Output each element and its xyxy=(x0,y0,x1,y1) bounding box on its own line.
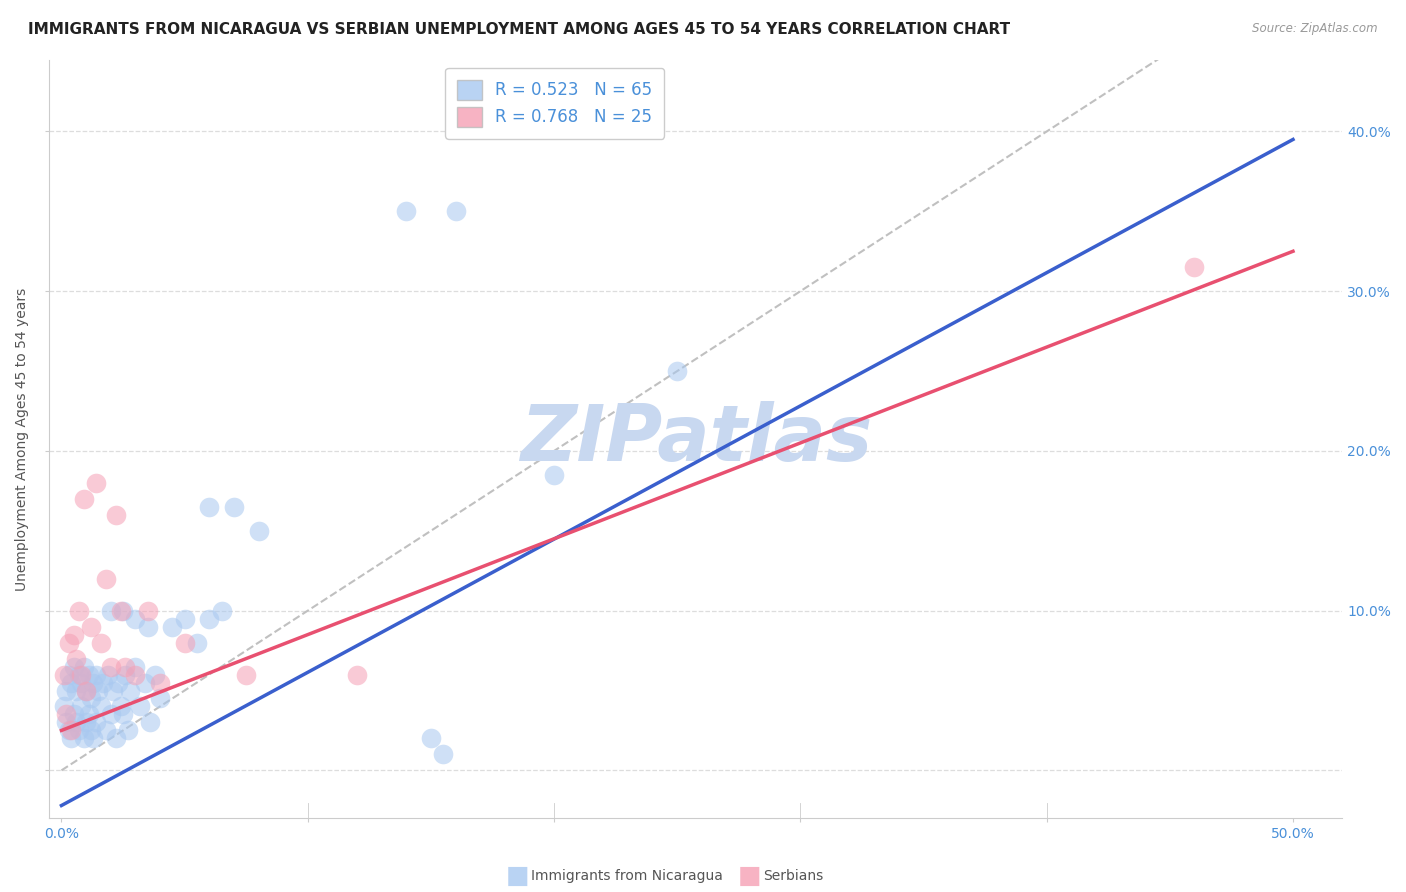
Text: ■: ■ xyxy=(738,864,762,888)
Text: Source: ZipAtlas.com: Source: ZipAtlas.com xyxy=(1253,22,1378,36)
Point xyxy=(52,667,75,681)
Point xyxy=(186,635,208,649)
Point xyxy=(60,675,83,690)
Point xyxy=(543,467,565,482)
Point xyxy=(55,715,77,730)
Point xyxy=(117,723,139,738)
Point xyxy=(67,604,90,618)
Y-axis label: Unemployment Among Ages 45 to 54 years: Unemployment Among Ages 45 to 54 years xyxy=(15,287,30,591)
Point xyxy=(62,627,84,641)
Point xyxy=(65,683,87,698)
Point xyxy=(149,691,172,706)
Point xyxy=(87,683,110,698)
Point xyxy=(112,707,135,722)
Point xyxy=(97,667,120,681)
Point xyxy=(72,731,94,746)
Point xyxy=(419,731,441,746)
Point xyxy=(80,691,103,706)
Point xyxy=(198,612,221,626)
Point xyxy=(100,707,122,722)
Text: Immigrants from Nicaragua: Immigrants from Nicaragua xyxy=(531,869,723,883)
Point xyxy=(124,612,146,626)
Point xyxy=(55,707,77,722)
Point xyxy=(58,667,80,681)
Point xyxy=(114,659,136,673)
Point xyxy=(395,204,418,219)
Point xyxy=(67,667,90,681)
Point xyxy=(104,731,127,746)
Point xyxy=(143,667,166,681)
Point xyxy=(162,619,184,633)
Text: Serbians: Serbians xyxy=(763,869,824,883)
Point xyxy=(62,707,84,722)
Text: IMMIGRANTS FROM NICARAGUA VS SERBIAN UNEMPLOYMENT AMONG AGES 45 TO 54 YEARS CORR: IMMIGRANTS FROM NICARAGUA VS SERBIAN UNE… xyxy=(28,22,1011,37)
Point xyxy=(94,723,117,738)
Point xyxy=(70,675,93,690)
Point xyxy=(114,667,136,681)
Point xyxy=(91,675,114,690)
Point xyxy=(112,604,135,618)
Point xyxy=(90,635,112,649)
Point xyxy=(235,667,257,681)
Point xyxy=(82,731,104,746)
Point xyxy=(432,747,454,762)
Point xyxy=(72,491,94,506)
Point xyxy=(211,604,233,618)
Point xyxy=(84,715,107,730)
Point xyxy=(139,715,162,730)
Point xyxy=(444,204,467,219)
Point xyxy=(84,475,107,490)
Point xyxy=(75,683,97,698)
Point xyxy=(67,723,90,738)
Point xyxy=(346,667,368,681)
Point xyxy=(80,619,103,633)
Point xyxy=(173,612,195,626)
Point xyxy=(1184,260,1206,275)
Text: ■: ■ xyxy=(506,864,530,888)
Point xyxy=(80,723,103,738)
Point xyxy=(65,715,87,730)
Point xyxy=(90,699,112,714)
Point xyxy=(70,667,93,681)
Point xyxy=(129,699,152,714)
Point xyxy=(75,683,97,698)
Point xyxy=(101,683,124,698)
Legend: R = 0.523   N = 65, R = 0.768   N = 25: R = 0.523 N = 65, R = 0.768 N = 25 xyxy=(446,68,664,138)
Point xyxy=(58,723,80,738)
Point xyxy=(100,604,122,618)
Point xyxy=(104,508,127,522)
Point xyxy=(72,659,94,673)
Point xyxy=(75,715,97,730)
Point xyxy=(58,635,80,649)
Point xyxy=(173,635,195,649)
Point xyxy=(60,723,83,738)
Point xyxy=(136,604,159,618)
Point xyxy=(65,651,87,665)
Point xyxy=(94,572,117,586)
Point xyxy=(149,675,172,690)
Point xyxy=(666,364,689,378)
Point xyxy=(62,659,84,673)
Point xyxy=(84,667,107,681)
Point xyxy=(55,683,77,698)
Point xyxy=(77,707,100,722)
Point xyxy=(77,667,100,681)
Point xyxy=(82,675,104,690)
Point xyxy=(222,500,245,514)
Point xyxy=(100,659,122,673)
Point xyxy=(110,604,132,618)
Point xyxy=(198,500,221,514)
Point xyxy=(107,675,129,690)
Point xyxy=(52,699,75,714)
Point xyxy=(124,667,146,681)
Point xyxy=(247,524,270,538)
Point xyxy=(136,619,159,633)
Text: ZIPatlas: ZIPatlas xyxy=(520,401,872,477)
Point xyxy=(120,683,142,698)
Point xyxy=(70,699,93,714)
Point xyxy=(60,731,83,746)
Point xyxy=(124,659,146,673)
Point xyxy=(134,675,156,690)
Point xyxy=(110,699,132,714)
